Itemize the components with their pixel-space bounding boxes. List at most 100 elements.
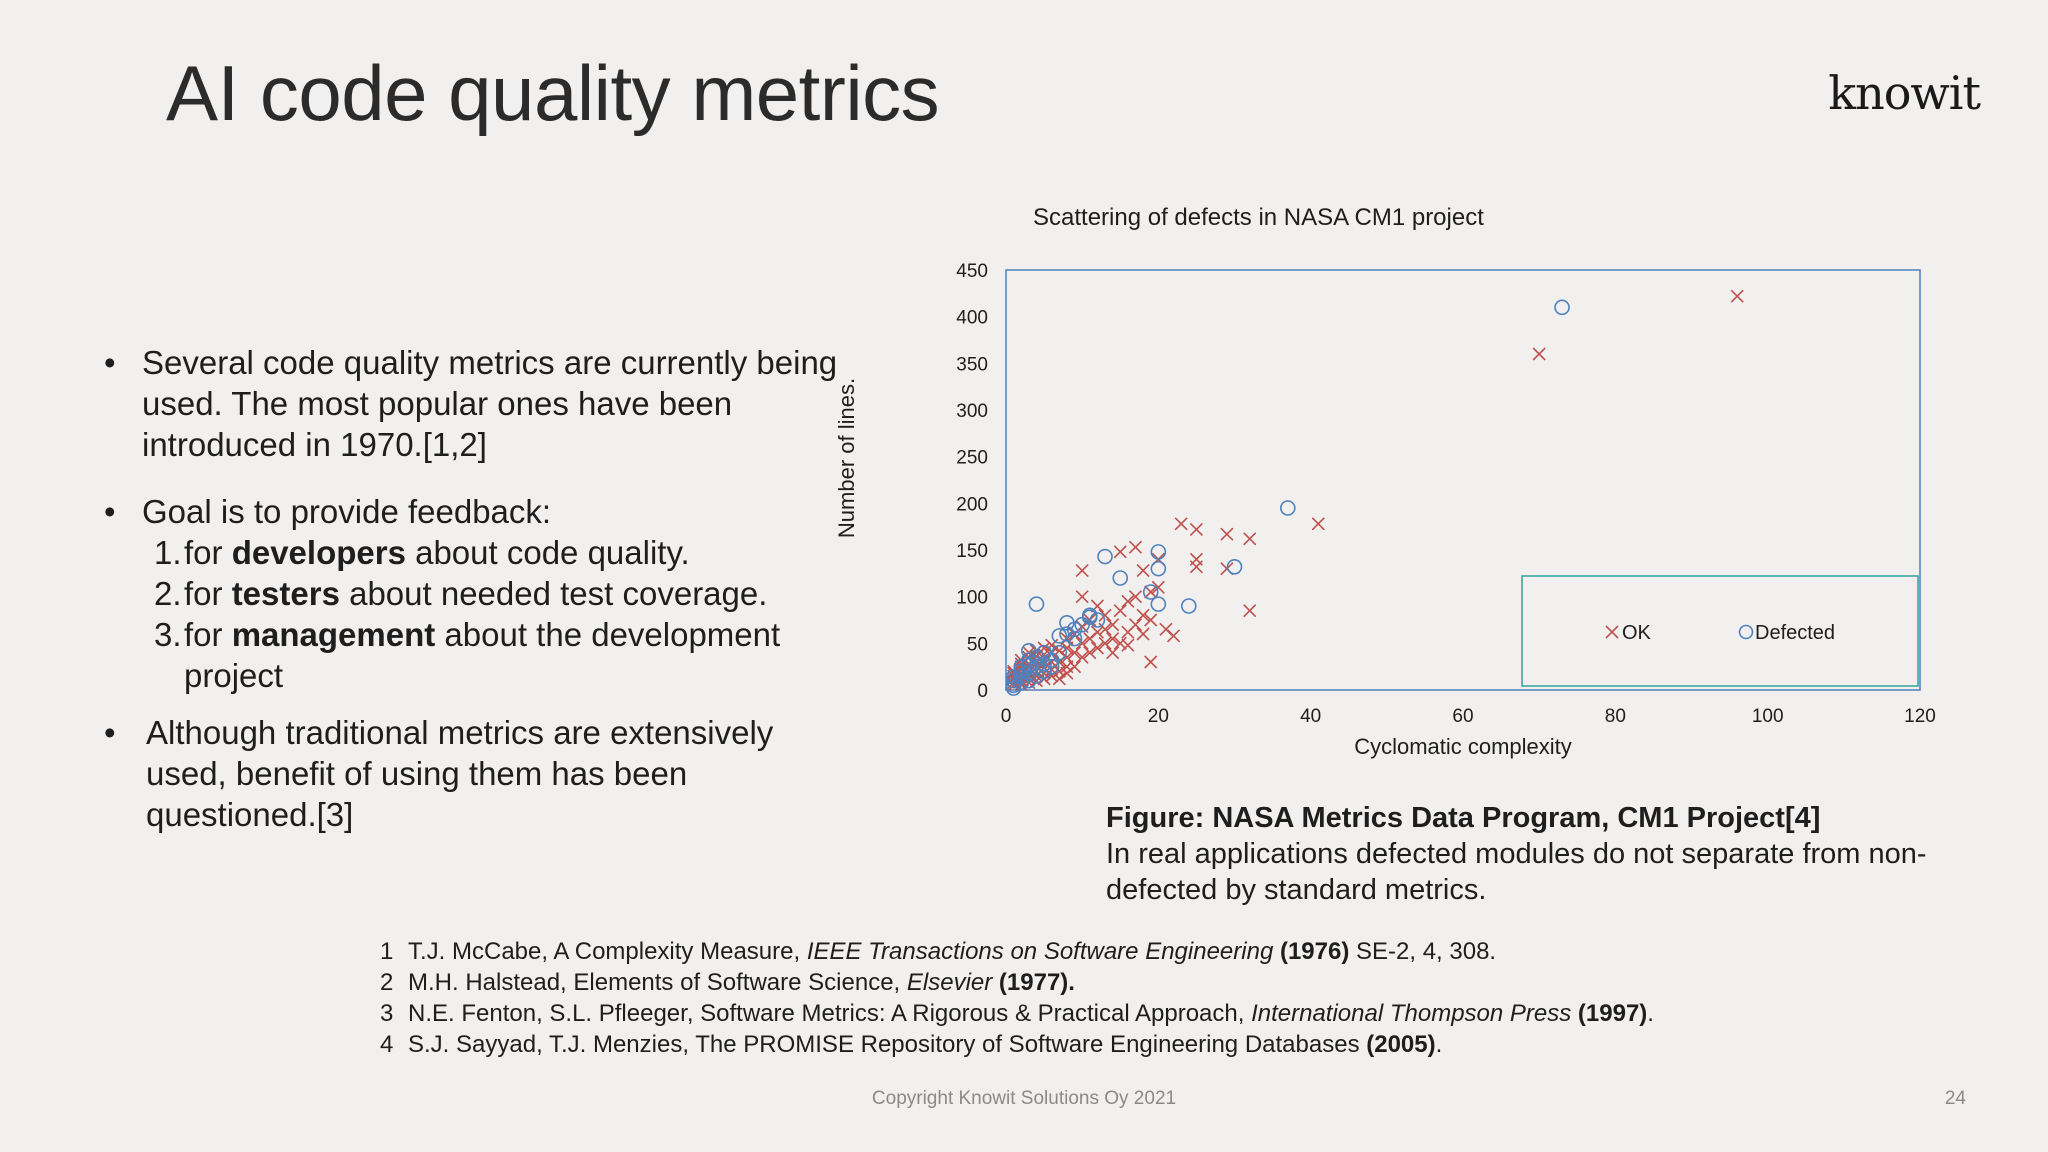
- ok-point: [1075, 563, 1089, 578]
- ok-point: [1121, 594, 1135, 608]
- legend-ok-label: OK: [1622, 622, 1652, 644]
- defected-point: [1005, 672, 1022, 689]
- defected-point: [1013, 674, 1030, 691]
- references: 1 T.J. McCabe, A Complexity Measure, IEEE…: [380, 936, 1654, 1060]
- bullet-goal: • Goal is to provide feedback:: [100, 491, 840, 532]
- goal-item-developers: 1.for developers about code quality.: [154, 534, 690, 571]
- ok-point: [1730, 289, 1744, 303]
- ok-point: [1098, 608, 1112, 622]
- ok-point: [1090, 641, 1104, 655]
- ok-point: [1189, 522, 1203, 537]
- ok-point: [1052, 664, 1066, 678]
- reference-item: 3 N.E. Fenton, S.L. Pfleeger, Software Me…: [380, 1000, 1654, 1027]
- defected-point: [1150, 596, 1167, 612]
- x-tick-label: 100: [1752, 706, 1784, 727]
- ok-point: [1189, 552, 1203, 566]
- y-tick-label: 450: [956, 261, 988, 282]
- ok-point: [1144, 613, 1158, 627]
- x-tick-label: 120: [1904, 706, 1936, 727]
- caption-text: In real applications defected modules do…: [1106, 838, 1927, 906]
- defected-point: [1180, 598, 1197, 614]
- plot-area-border: [1005, 269, 1921, 691]
- y-tick-label: 400: [956, 308, 988, 329]
- ok-point: [1128, 590, 1143, 604]
- y-tick-label: 100: [956, 588, 988, 609]
- defected-point: [1005, 677, 1022, 694]
- ok-point: [1106, 618, 1120, 632]
- bullet-questioned: • Although traditional metrics are exten…: [100, 712, 840, 835]
- ok-point: [1136, 608, 1150, 622]
- ok-point: [1220, 527, 1234, 541]
- scatter-chart: 0 50 100 150 200 250 300 350 400 450 0 20 40 60 80 100 1…: [834, 261, 1936, 759]
- defected-point: [1013, 668, 1030, 684]
- ok-point: [1060, 650, 1074, 664]
- x-tick-label: 60: [1452, 706, 1473, 727]
- defected-point: [1081, 607, 1098, 624]
- defected-point: [1089, 612, 1106, 628]
- ok-point: [1075, 590, 1089, 604]
- ok-point: [1090, 625, 1104, 639]
- ok-point: [1067, 646, 1082, 660]
- defected-point: [1150, 544, 1167, 560]
- bullet-list: • Several code quality metrics are curre…: [100, 342, 840, 861]
- defected-point: [1059, 626, 1075, 642]
- ok-point: [1174, 517, 1188, 531]
- defected-point: [1097, 548, 1113, 565]
- defected-point: [1142, 584, 1159, 600]
- defected-point: [1280, 500, 1296, 516]
- ok-point: [1075, 650, 1089, 664]
- ok-point: [1121, 638, 1135, 652]
- ok-point: [1113, 604, 1127, 618]
- defected-point: [1028, 668, 1045, 684]
- ok-point: [1113, 636, 1127, 650]
- x-tick-label: 0: [1001, 706, 1012, 727]
- ok-point: [1144, 655, 1158, 669]
- ok-point: [1136, 563, 1150, 578]
- y-tick-label: 200: [956, 494, 988, 515]
- ok-point: [1243, 604, 1257, 618]
- ok-point: [1106, 646, 1120, 660]
- defected-point: [1021, 672, 1037, 689]
- ok-point: [1113, 545, 1127, 559]
- defected-point: [1051, 644, 1068, 661]
- defected-point: [1051, 628, 1068, 644]
- goal-item-testers: 2.for testers about needed test coverage…: [154, 575, 768, 612]
- ok-point: [1136, 627, 1150, 641]
- reference-item: 1 T.J. McCabe, A Complexity Measure, IEEE…: [380, 938, 1497, 965]
- figure-caption: Figure: NASA Metrics Data Program, CM1 P…: [1106, 800, 1966, 908]
- y-axis-label: Number of lines.: [834, 378, 859, 538]
- page-number: 24: [1944, 1088, 1966, 1109]
- defected-point: [1066, 630, 1083, 647]
- defected-point: [1036, 656, 1052, 672]
- ok-point: [1167, 629, 1181, 643]
- bullet-dot: •: [104, 344, 116, 381]
- bullet-text: Several code quality metrics are current…: [142, 344, 838, 463]
- y-tick-label: 0: [977, 681, 988, 702]
- defected-point: [1066, 621, 1083, 638]
- copyright-footer: Copyright Knowit Solutions Oy 2021: [871, 1088, 1177, 1109]
- y-tick-label: 300: [956, 401, 988, 422]
- y-tick-label: 150: [956, 541, 988, 562]
- defected-point: [1043, 658, 1060, 675]
- slide-title: AI code quality metrics: [166, 49, 940, 137]
- ok-point: [1075, 636, 1089, 650]
- knowit-logo: knowit: [1828, 66, 1981, 120]
- goal-item-management: 3.for management about the development p…: [154, 616, 781, 694]
- ok-point: [1151, 580, 1165, 594]
- legend-ok-marker: [1605, 625, 1619, 639]
- defected-point: [1036, 663, 1052, 680]
- bullet-metrics: • Several code quality metrics are curre…: [100, 342, 840, 465]
- ok-point: [1128, 618, 1143, 632]
- x-tick-label: 40: [1300, 706, 1321, 727]
- defected-point: [1028, 596, 1045, 612]
- reference-item: 2 M.H. Halstead, Elements of Software Sci…: [380, 969, 1075, 996]
- y-tick-label: 50: [967, 634, 988, 655]
- x-tick-label: 80: [1605, 706, 1626, 727]
- ok-point: [1532, 347, 1546, 361]
- x-axis-label: Cyclomatic complexity: [1354, 734, 1572, 759]
- defected-point: [1226, 558, 1243, 575]
- ok-point: [1067, 660, 1082, 674]
- legend-defected-label: Defected: [1755, 622, 1835, 644]
- bullet-text: Although traditional metrics are extensi…: [146, 714, 774, 833]
- bullet-dot: •: [104, 493, 116, 530]
